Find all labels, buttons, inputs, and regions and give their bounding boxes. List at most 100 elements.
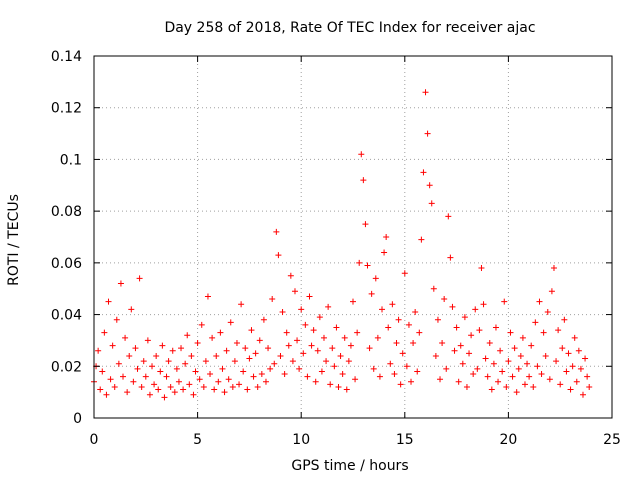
- y-tick-label: 0.02: [51, 359, 82, 375]
- data-point: [325, 303, 332, 310]
- data-point: [511, 345, 518, 352]
- data-point: [519, 334, 526, 341]
- data-point: [559, 345, 566, 352]
- data-point: [480, 301, 487, 308]
- data-point: [265, 345, 272, 352]
- data-point: [418, 236, 425, 243]
- data-point: [509, 373, 516, 380]
- data-point: [536, 298, 543, 305]
- data-point: [329, 345, 336, 352]
- data-point: [320, 334, 327, 341]
- data-point: [314, 347, 321, 354]
- data-point: [544, 308, 551, 315]
- data-point: [275, 252, 282, 259]
- data-point: [99, 368, 106, 375]
- data-point: [250, 373, 257, 380]
- data-point: [515, 365, 522, 372]
- y-axis-label: ROTI / TECUs: [6, 194, 22, 286]
- data-point: [405, 321, 412, 328]
- data-point: [399, 350, 406, 357]
- data-point: [175, 378, 182, 385]
- data-point: [318, 368, 325, 375]
- data-point: [233, 340, 240, 347]
- data-point: [557, 381, 564, 388]
- data-point: [550, 265, 557, 272]
- data-point: [196, 376, 203, 383]
- data-point: [269, 296, 276, 303]
- grid-lines: [94, 56, 612, 418]
- data-point: [345, 358, 352, 365]
- data-point: [389, 301, 396, 308]
- data-point: [296, 365, 303, 372]
- data-point: [302, 321, 309, 328]
- data-point: [188, 352, 195, 359]
- data-point: [376, 373, 383, 380]
- data-point: [171, 389, 178, 396]
- x-tick-label: 15: [396, 432, 414, 448]
- y-tick-label: 0.1: [60, 152, 82, 168]
- y-tick-label: 0: [73, 411, 82, 427]
- data-point: [542, 352, 549, 359]
- data-points: [91, 89, 593, 401]
- data-point: [161, 394, 168, 401]
- data-point: [304, 373, 311, 380]
- data-point: [569, 363, 576, 370]
- data-point: [474, 365, 481, 372]
- data-point: [207, 371, 214, 378]
- data-point: [248, 327, 255, 334]
- data-point: [202, 358, 209, 365]
- data-point: [420, 169, 427, 176]
- data-point: [327, 381, 334, 388]
- data-point: [530, 383, 537, 390]
- x-axis-label: GPS time / hours: [291, 458, 408, 474]
- data-point: [426, 182, 433, 189]
- data-point: [190, 391, 197, 398]
- data-point: [126, 352, 133, 359]
- data-point: [223, 347, 230, 354]
- data-point: [575, 347, 582, 354]
- data-point: [153, 352, 160, 359]
- data-point: [341, 334, 348, 341]
- data-point: [366, 345, 373, 352]
- data-point: [260, 316, 267, 323]
- data-point: [333, 324, 340, 331]
- data-point: [573, 378, 580, 385]
- data-point: [200, 383, 207, 390]
- data-point: [432, 352, 439, 359]
- data-point: [182, 360, 189, 367]
- data-point: [526, 373, 533, 380]
- data-point: [468, 332, 475, 339]
- data-point: [111, 383, 118, 390]
- data-point: [403, 363, 410, 370]
- data-point: [354, 329, 361, 336]
- data-point: [534, 363, 541, 370]
- data-point: [136, 275, 143, 282]
- data-point: [113, 316, 120, 323]
- data-point: [157, 368, 164, 375]
- data-point: [372, 275, 379, 282]
- data-point: [231, 358, 238, 365]
- data-point: [144, 337, 151, 344]
- data-point: [482, 355, 489, 362]
- data-point: [461, 314, 468, 321]
- data-point: [521, 381, 528, 388]
- data-point: [360, 177, 367, 184]
- data-point: [256, 337, 263, 344]
- data-point: [364, 262, 371, 269]
- x-tick-label: 0: [90, 432, 99, 448]
- data-point: [173, 365, 180, 372]
- data-point: [271, 360, 278, 367]
- data-point: [155, 386, 162, 393]
- data-point: [470, 371, 477, 378]
- data-point: [387, 360, 394, 367]
- data-point: [565, 350, 572, 357]
- x-tick-label: 5: [193, 432, 202, 448]
- data-point: [434, 316, 441, 323]
- data-point: [492, 324, 499, 331]
- data-point: [227, 319, 234, 326]
- data-point: [466, 350, 473, 357]
- data-point: [584, 373, 591, 380]
- data-point: [283, 329, 290, 336]
- data-point: [262, 378, 269, 385]
